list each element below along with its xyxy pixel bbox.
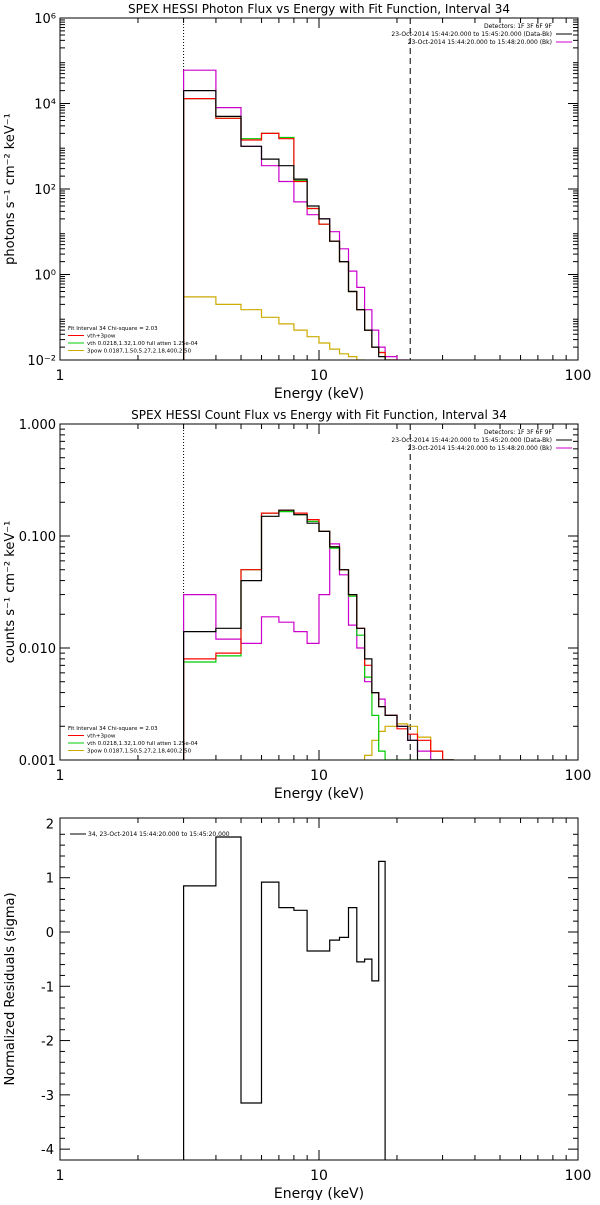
- y-tick-label: 0: [46, 926, 54, 941]
- series-3pow: [364, 723, 454, 760]
- legend-right-entry: 23-Oct-2014 15:44:20.000 to 15:48:20.000…: [408, 39, 552, 46]
- x-tick-label: 1: [56, 768, 65, 784]
- y-axis-label: photons s⁻¹ cm⁻² keV⁻¹: [3, 113, 18, 265]
- chart-title: SPEX HESSI Photon Flux vs Energy with Fi…: [128, 2, 510, 16]
- legend-left-entry: 3pow 0.0187,1.50,5.27,2.18,400,2.50: [87, 749, 192, 755]
- residuals-legend-entry: 34, 23-Oct-2014 15:44:20.000 to 15:45:20…: [88, 831, 230, 838]
- y-tick-label: -3: [41, 1089, 54, 1104]
- legend-right-entry: 23-Oct-2014 15:44:20.000 to 15:45:20.000…: [391, 31, 552, 38]
- legend-right-entry: Detectors: 1F 3F 6F 9F: [484, 429, 553, 436]
- y-axis-label: counts s⁻¹ cm⁻² keV⁻¹: [3, 521, 18, 664]
- plot-frame: [59, 423, 579, 761]
- legend-right-entry: Detectors: 1F 3F 6F 9F: [484, 23, 553, 30]
- x-tick-label: 10: [310, 768, 328, 784]
- chart-title: SPEX HESSI Count Flux vs Energy with Fit…: [131, 408, 507, 422]
- legend-left-entry: Fit Interval 34 Chi-square = 2.03: [68, 726, 158, 732]
- plot-area: [183, 69, 409, 360]
- photon-flux-panel: SPEX HESSI Photon Flux vs Energy with Fi…: [3, 2, 591, 402]
- x-tick-label: 10: [310, 368, 328, 384]
- y-tick-label: 0.010: [19, 642, 56, 657]
- y-tick-label: 0.100: [19, 530, 56, 545]
- residuals-panel: 1 10 100 Energy (keV) -4 -3 -2 -1 0 1 2 Normalized …: [3, 817, 592, 1202]
- x-axis-label: Energy (keV): [274, 786, 364, 802]
- y-tick-label: 10⁻²: [27, 354, 56, 369]
- x-tick-label: 1: [56, 368, 65, 384]
- legend-left-entry: vth+3pow: [87, 734, 116, 740]
- legend-left-entry: vth 0.0218,1.32,1.00 full atten 1.25e-04: [87, 341, 198, 347]
- x-tick-label: 100: [565, 368, 592, 384]
- legend-right-entry: 23-Oct-2014 15:44:20.000 to 15:48:20.000…: [408, 445, 552, 452]
- y-tick-label: 10⁶: [34, 12, 56, 27]
- x-tick-label: 1: [56, 1168, 65, 1184]
- plot-area: [183, 509, 454, 760]
- y-tick-label: 10⁴: [34, 98, 56, 113]
- y-tick-label: -2: [41, 1035, 54, 1050]
- series-3pow: [183, 296, 366, 360]
- x-tick-label: 10: [310, 1168, 328, 1184]
- series-data-bk: [183, 509, 454, 760]
- plot-frame: [59, 817, 579, 1161]
- y-tick-label: 10²: [34, 183, 56, 198]
- series-data-bk: [183, 90, 386, 360]
- y-axis-label: Normalized Residuals (sigma): [3, 892, 18, 1085]
- x-axis-label: Energy (keV): [274, 1186, 364, 1200]
- y-tick-label: 2: [46, 817, 54, 832]
- y-tick-label: 0.001: [19, 754, 56, 769]
- y-tick-label: -4: [41, 1143, 54, 1158]
- x-tick-label: 100: [565, 1168, 592, 1184]
- y-tick-label: -1: [41, 980, 54, 995]
- x-axis-label: Energy (keV): [274, 386, 364, 402]
- y-tick-label: 10⁰: [34, 269, 56, 284]
- plot-area: [183, 836, 386, 1160]
- series-34-23-oct-2014-15-44-20-000-to-15-45-20-000: [183, 836, 386, 1160]
- legend-left-entry: Fit Interval 34 Chi-square = 2.03: [68, 326, 158, 332]
- legend-left-entry: 3pow 0.0187,1.50,5.27,2.18,400,2.50: [87, 349, 192, 355]
- x-tick-label: 100: [565, 768, 592, 784]
- legend-right-entry: 23-Oct-2014 15:44:20.000 to 15:45:20.000…: [391, 437, 552, 444]
- legend-left-entry: vth 0.0218,1.32,1.00 full atten 1.25e-04: [87, 741, 198, 747]
- y-tick-label: 1: [46, 872, 54, 887]
- legend-left-entry: vth+3pow: [87, 334, 116, 340]
- y-tick-label: 1.000: [19, 418, 56, 433]
- count-flux-panel: SPEX HESSI Count Flux vs Energy with Fit…: [3, 408, 591, 802]
- plot-frame: [59, 17, 579, 361]
